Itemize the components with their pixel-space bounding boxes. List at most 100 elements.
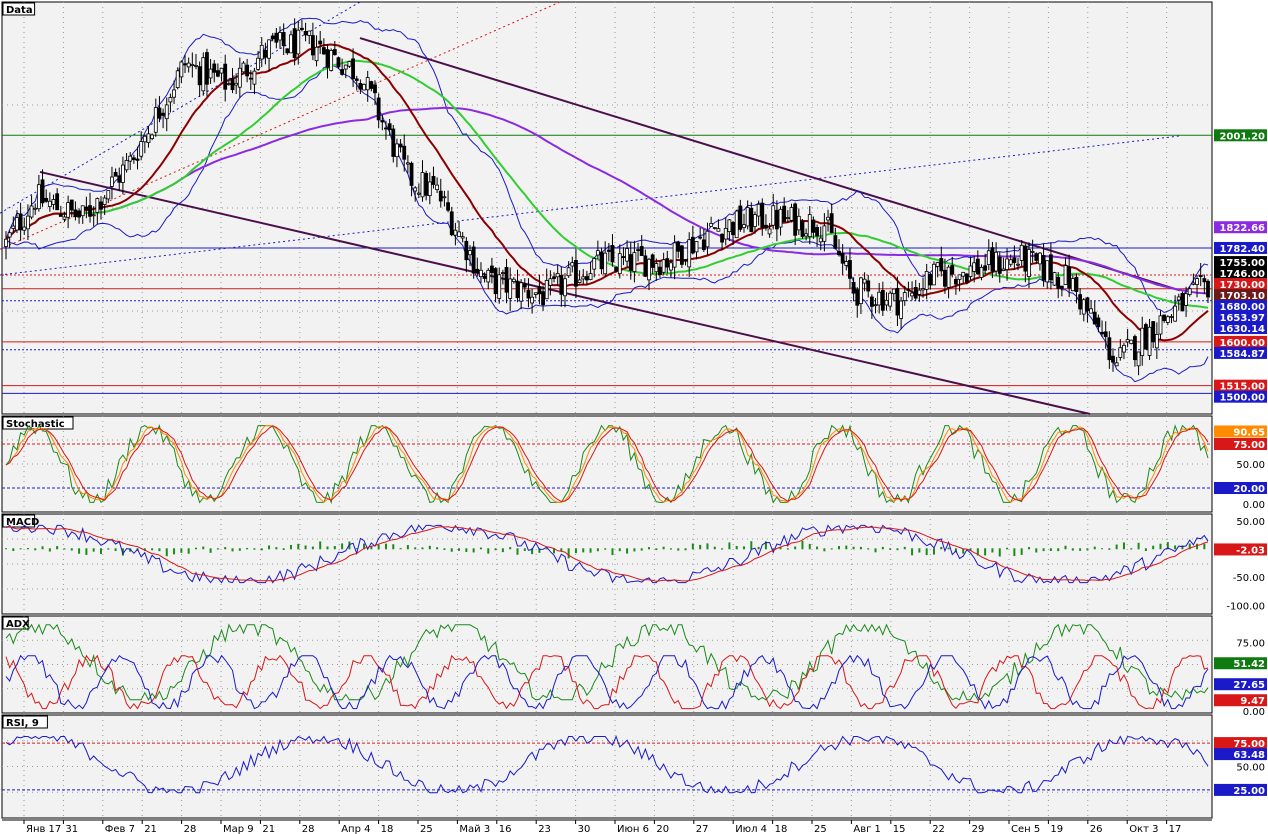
candle-body (628, 254, 633, 271)
x-tick-label: 23 (538, 824, 551, 834)
candle-body (124, 159, 129, 171)
candle-body (482, 275, 487, 279)
candle-body (745, 207, 750, 227)
macd-histogram-bar (889, 548, 892, 550)
candle-body (807, 214, 812, 238)
macd-histogram-bar (837, 546, 840, 550)
macd-histogram-bar (99, 548, 102, 554)
candle-body (157, 107, 162, 119)
macd-histogram-bar (626, 548, 629, 554)
x-tick-label: 22 (932, 824, 945, 834)
axis-tag-bg (1214, 425, 1267, 438)
macd-histogram-bar (326, 546, 329, 550)
di-plus-line (5, 654, 1209, 710)
macd-histogram-bar (63, 548, 66, 550)
axis-tag-75.00: 75.00 (1233, 739, 1265, 750)
candle-body (362, 84, 366, 91)
candle-body (997, 256, 1002, 274)
candle-body (190, 64, 195, 66)
candle-body (877, 291, 882, 306)
axis-tag-bg (1214, 267, 1267, 280)
x-tick-label: Окт 3 (1129, 824, 1158, 834)
candle-body (1143, 324, 1148, 350)
macd-histogram-bar (458, 548, 461, 551)
macd-histogram-bar (669, 548, 672, 550)
candle-body (994, 251, 998, 272)
candle-body (617, 253, 622, 275)
macd-histogram-bar (991, 548, 994, 553)
candle-body (73, 209, 78, 218)
axis-tag-1680.00: 1680.00 (1219, 302, 1265, 313)
candle-body (1103, 331, 1108, 338)
macd-histogram-bar (589, 548, 592, 553)
candle-body (373, 84, 377, 94)
candle-body (756, 203, 761, 217)
candle-body (398, 143, 403, 148)
macd-histogram-bar (238, 548, 241, 551)
candle-body (318, 40, 323, 45)
candle-body (285, 48, 290, 54)
candle-body (449, 211, 454, 236)
candle-body (727, 219, 732, 233)
macd-histogram-bar (531, 548, 534, 555)
candle-body (1005, 258, 1009, 270)
macd-histogram-bar (1130, 548, 1133, 550)
x-tick-label: 20 (656, 824, 669, 834)
candle-body (800, 220, 805, 237)
candle-body (990, 247, 995, 272)
macd-histogram-bar (567, 548, 570, 559)
candle-body (709, 223, 714, 227)
candle-body (829, 213, 834, 234)
macd-histogram-bar (976, 548, 979, 556)
candle-body (128, 155, 133, 162)
macd-histogram-bar (465, 548, 468, 552)
macd-histogram-bar (852, 546, 855, 550)
macd-histogram-bar (479, 547, 482, 550)
candle-body (643, 255, 648, 277)
x-tick-label: 25 (420, 824, 433, 834)
candle-body (592, 258, 597, 270)
macd-histogram-bar (341, 543, 344, 550)
candle-body (26, 215, 30, 230)
candle-body (1100, 331, 1104, 335)
candle-body (1176, 296, 1181, 301)
candle-body (935, 262, 940, 267)
candle-body (33, 207, 38, 210)
candle-body (785, 217, 790, 219)
macd-histogram-bar (231, 548, 234, 552)
candle-body (1162, 314, 1167, 321)
candle-body (179, 61, 184, 78)
candle-body (343, 64, 348, 70)
x-tick-label: Фев 7 (105, 824, 135, 834)
bollinger-lower (5, 64, 1209, 383)
candle-body (647, 258, 651, 281)
candle-body (855, 289, 860, 306)
macd-histogram-bar (940, 546, 943, 550)
macd-histogram-bar (1086, 548, 1089, 551)
candle-body (913, 286, 918, 299)
candle-body (928, 273, 933, 286)
candle-body (753, 214, 757, 227)
candle-body (782, 205, 787, 223)
x-tick-label: Май 3 (459, 824, 490, 834)
candle-body (310, 35, 315, 56)
macd-histogram-bar (947, 547, 950, 550)
candle-body (321, 47, 326, 55)
candle-body (395, 143, 399, 158)
candle-body (734, 210, 739, 239)
stoch-slow-line (5, 425, 1209, 502)
candle-body (906, 288, 911, 291)
macd-histogram-bar (1196, 543, 1199, 550)
candle-body (848, 260, 852, 279)
macd-histogram-bar (165, 548, 168, 557)
candle-body (859, 277, 863, 305)
candle-body (358, 83, 363, 90)
axis-tag-1746.00: 1746.00 (1219, 269, 1265, 280)
candle-body (950, 265, 955, 275)
macd-histogram-bar (721, 548, 724, 550)
macd-histogram-bar (611, 548, 614, 556)
candle-body (1165, 316, 1170, 323)
macd-histogram-bar (691, 543, 694, 550)
candle-body (866, 280, 871, 292)
